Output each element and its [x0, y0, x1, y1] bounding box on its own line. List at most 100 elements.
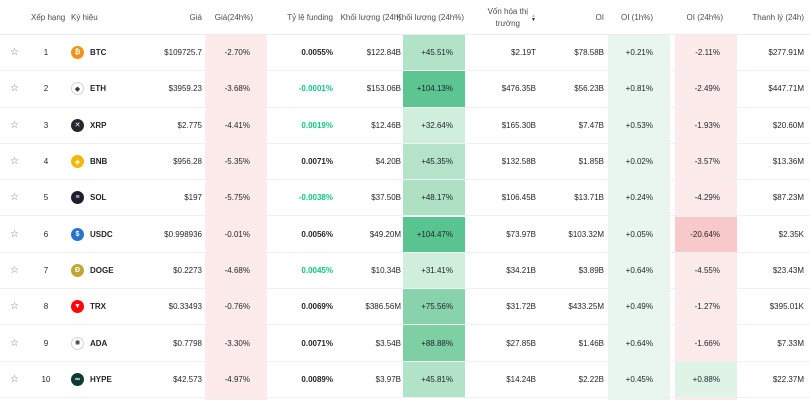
price: $0.33493 [168, 302, 202, 312]
symbol-cell[interactable]: ≡ SOL [71, 180, 106, 215]
volume-pct: +45.51% [403, 35, 465, 71]
favorite-star-icon[interactable]: ☆ [10, 156, 19, 168]
symbol-label[interactable]: TRX [90, 302, 106, 312]
favorite-star-icon[interactable]: ☆ [10, 119, 19, 131]
symbol-cell[interactable]: ✺ ADA [71, 325, 107, 360]
funding-rate: 0.0089% [301, 374, 333, 384]
symbol-label[interactable]: ADA [90, 338, 108, 348]
header-rank[interactable]: Xếp hạng [31, 13, 66, 22]
symbol-cell[interactable]: $ USDC [71, 217, 113, 252]
volume: $386.56M [365, 302, 401, 312]
favorite-star-icon[interactable]: ☆ [10, 192, 19, 204]
rank: 6 [43, 229, 49, 239]
symbol-cell[interactable]: ✕ XRP [71, 108, 106, 143]
volume: $49.20M [369, 229, 401, 239]
price-change-column-bg [205, 35, 267, 400]
symbol-label[interactable]: BTC [90, 48, 107, 58]
open-interest: $103.32M [568, 229, 604, 239]
rank: 8 [43, 302, 49, 312]
symbol-label[interactable]: BNB [90, 157, 108, 167]
table-row[interactable]: ☆ 4 ◈ BNB $956.28 -5.35% 0.0071% $4.20B +45.35% $… [0, 143, 810, 181]
header-volume[interactable]: Khối lượng (24h) [340, 13, 401, 22]
open-interest: $13.71B [574, 193, 604, 203]
header-liquidation[interactable]: Thanh lý (24h) [752, 13, 804, 22]
header-price-change[interactable]: Giá(24h%) [214, 13, 253, 22]
symbol-label[interactable]: XRP [90, 120, 107, 130]
volume-pct: +104.47% [403, 216, 465, 252]
symbol-cell[interactable]: ₿ BTC [71, 35, 106, 70]
favorite-star-icon[interactable]: ☆ [10, 301, 19, 313]
header-symbol[interactable]: Ký hiệu [71, 13, 98, 22]
symbol-cell[interactable]: Ð DOGE [71, 253, 114, 288]
header-price[interactable]: Giá [189, 13, 202, 22]
table-row[interactable]: ☆ 6 $ USDC $0.998936 -0.01% 0.0056% $49.20M +104… [0, 216, 810, 253]
symbol-cell[interactable]: ◈ BNB [71, 144, 107, 179]
open-interest: $1.85B [578, 157, 604, 167]
liquidation: $87.23M [772, 193, 804, 203]
table-row[interactable]: ☆ 10 ∞ HYPE $42.573 -4.97% 0.0089% $3.97B +45.81… [0, 361, 810, 398]
table-row[interactable]: ☆ 2 ◆ ETH $3959.23 -3.68% -0.0001% $153.06B +104… [0, 71, 810, 108]
table-row[interactable]: ☆ 8 ▼ TRX $0.33493 -0.76% 0.0069% $386.56M +75.5… [0, 289, 810, 326]
open-interest: $433.25M [568, 302, 604, 312]
market-cap: $31.72B [506, 302, 536, 312]
table-row[interactable]: ☆ 7 Ð DOGE $0.2273 -4.68% 0.0045% $10.34B +31.41… [0, 252, 810, 290]
favorite-star-icon[interactable]: ☆ [10, 83, 19, 95]
header-oi-24h[interactable]: OI (24h%) [686, 13, 723, 22]
volume: $3.97B [375, 374, 401, 384]
liquidation: $13.36M [772, 157, 804, 167]
symbol-cell[interactable]: ∞ HYPE [71, 362, 112, 397]
price-change: -5.75% [224, 193, 250, 203]
funding-rate: 0.0069% [301, 302, 333, 312]
favorite-star-icon[interactable]: ☆ [10, 228, 19, 240]
table-row[interactable]: ☆ 9 ✺ ADA $0.7798 -3.30% 0.0071% $3.54B +88.88% $… [0, 325, 810, 362]
header-oi-1h[interactable]: OI (1h%) [620, 13, 653, 22]
table-row[interactable]: ☆ 3 ✕ XRP $2.775 -4.41% 0.0019% $12.46B +32.64% $… [0, 107, 810, 144]
volume-pct: +104.13% [403, 71, 465, 107]
price-change: -4.68% [224, 265, 250, 275]
price-change: -4.97% [224, 374, 250, 384]
favorite-star-icon[interactable]: ☆ [10, 337, 19, 349]
symbol-label[interactable]: ETH [90, 84, 106, 94]
oi-24h-change: -1.66% [694, 338, 720, 348]
symbol-label[interactable]: SOL [90, 193, 107, 203]
bitcoin-icon: ₿ [71, 46, 84, 60]
funding-rate: 0.0019% [301, 120, 333, 130]
solana-icon: ≡ [71, 191, 84, 205]
market-cap: $132.58B [501, 157, 536, 167]
liquidation: $277.91M [768, 48, 804, 58]
price-change: -5.35% [224, 157, 250, 167]
header-funding-rate[interactable]: Tỷ lệ funding [287, 13, 333, 22]
header-market-cap[interactable]: Vốn hóa thị trường ▲ ▼ [470, 0, 536, 35]
price: $2.775 [177, 120, 202, 130]
volume-pct: +75.56% [403, 289, 465, 325]
volume-pct: +88.88% [403, 325, 465, 361]
symbol-label[interactable]: DOGE [90, 265, 114, 275]
market-cap: $106.45B [501, 193, 536, 203]
tron-icon: ▼ [71, 300, 84, 314]
rank: 3 [43, 120, 49, 130]
price-change: -0.76% [224, 302, 250, 312]
header-volume-pct[interactable]: Khối lượng (24h%) [396, 13, 464, 22]
table-row[interactable]: ☆ 5 ≡ SOL $197 -5.75% -0.0038% $37.50B +48.17% $1… [0, 180, 810, 217]
header-market-cap-line2: trường [495, 18, 520, 28]
favorite-star-icon[interactable]: ☆ [10, 47, 19, 59]
liquidation: $2.35K [778, 229, 804, 239]
sort-icon[interactable]: ▲ ▼ [531, 12, 536, 23]
oi-1h-change: +0.24% [625, 193, 653, 203]
usdc-icon: $ [71, 227, 84, 241]
symbol-cell[interactable]: ▼ TRX [71, 289, 106, 324]
price: $3959.23 [168, 84, 202, 94]
symbol-label[interactable]: USDC [90, 229, 113, 239]
favorite-star-icon[interactable]: ☆ [10, 264, 19, 276]
symbol-label[interactable]: HYPE [90, 374, 112, 384]
oi-1h-change: +0.05% [625, 229, 653, 239]
oi-24h-change: -3.57% [694, 157, 720, 167]
header-market-cap-line1: Vốn hóa thị [487, 6, 529, 16]
table-row[interactable]: ☆ 1 ₿ BTC $109725.7 -2.70% 0.0055% $122.84B +45.… [0, 35, 810, 72]
volume: $37.50B [371, 193, 401, 203]
header-oi[interactable]: OI [595, 13, 604, 22]
symbol-cell[interactable]: ◆ ETH [71, 71, 106, 106]
favorite-star-icon[interactable]: ☆ [10, 373, 19, 385]
volume-pct: +48.17% [403, 180, 465, 216]
